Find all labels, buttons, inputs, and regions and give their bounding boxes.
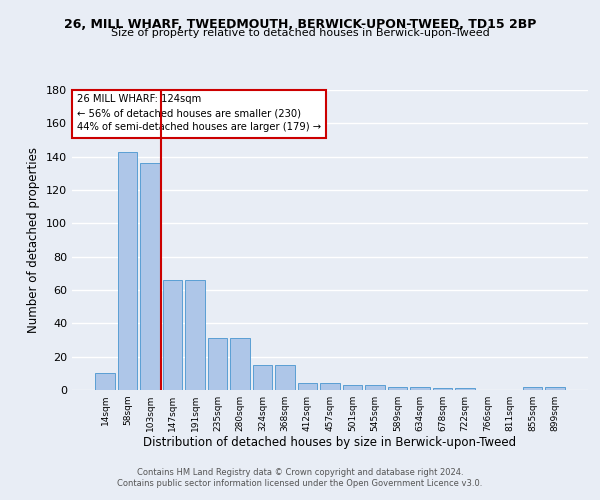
Text: Contains public sector information licensed under the Open Government Licence v3: Contains public sector information licen… [118,480,482,488]
Bar [118,152,137,390]
Text: Distribution of detached houses by size in Berwick-upon-Tweed: Distribution of detached houses by size … [143,436,517,449]
Bar [320,384,340,390]
Bar [523,386,542,390]
Bar [95,374,115,390]
Bar [343,385,362,390]
Bar [163,280,182,390]
Bar [410,386,430,390]
Bar [253,365,272,390]
Text: 26, MILL WHARF, TWEEDMOUTH, BERWICK-UPON-TWEED, TD15 2BP: 26, MILL WHARF, TWEEDMOUTH, BERWICK-UPON… [64,18,536,30]
Text: Size of property relative to detached houses in Berwick-upon-Tweed: Size of property relative to detached ho… [110,28,490,38]
Bar [230,338,250,390]
Bar [275,365,295,390]
Bar [185,280,205,390]
Bar [433,388,452,390]
Bar [208,338,227,390]
Y-axis label: Number of detached properties: Number of detached properties [28,147,40,333]
Bar [388,386,407,390]
Text: 26 MILL WHARF: 124sqm
← 56% of detached houses are smaller (230)
44% of semi-det: 26 MILL WHARF: 124sqm ← 56% of detached … [77,94,321,132]
Bar [140,164,160,390]
Bar [365,385,385,390]
Bar [455,388,475,390]
Text: Contains HM Land Registry data © Crown copyright and database right 2024.: Contains HM Land Registry data © Crown c… [137,468,463,477]
Bar [298,384,317,390]
Bar [545,386,565,390]
